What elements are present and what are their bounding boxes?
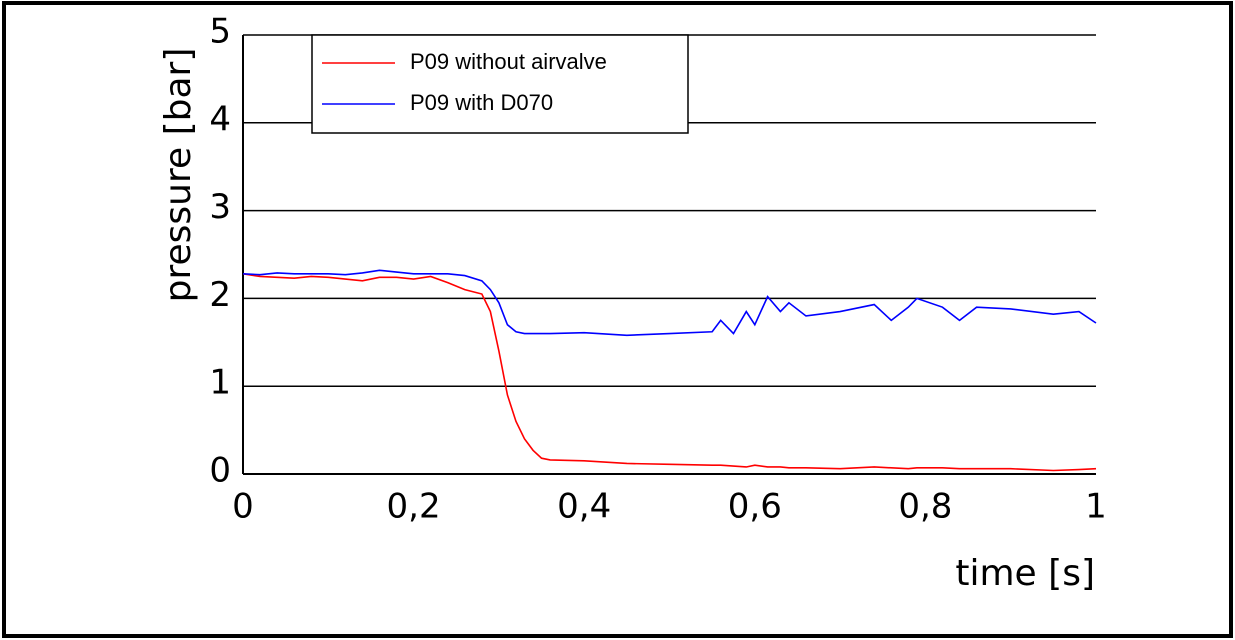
x-tick-label: 0 (232, 487, 254, 527)
series-line (242, 269, 1097, 337)
labels: 0 1 2 3 4 5 0 0,2 0,4 0,6 0,8 1 (209, 12, 1106, 527)
y-tick-label: 1 (209, 363, 231, 403)
y-tick-label: 4 (209, 99, 231, 139)
plot (242, 269, 1097, 472)
x-tick-label: 0,4 (557, 487, 611, 527)
x-axis-title: time [s] (955, 553, 1095, 594)
x-tick-label: 0,8 (898, 487, 952, 527)
legend-label: P09 with D070 (410, 90, 553, 115)
series-line (242, 273, 1097, 472)
x-tick-label: 0,6 (728, 487, 782, 527)
y-tick-label: 0 (209, 451, 231, 491)
legend-label: P09 without airvalve (410, 49, 607, 74)
x-tick-label: 0,2 (387, 487, 441, 527)
legend-box (311, 34, 689, 134)
y-tick-label: 2 (209, 275, 231, 315)
y-tick-label: 5 (209, 12, 231, 52)
y-tick-label: 3 (209, 187, 231, 227)
y-axis-title: pressure [bar] (158, 48, 199, 303)
legend: P09 without airvalve P09 with D070 (311, 34, 689, 134)
x-tick-label: 1 (1085, 487, 1107, 527)
